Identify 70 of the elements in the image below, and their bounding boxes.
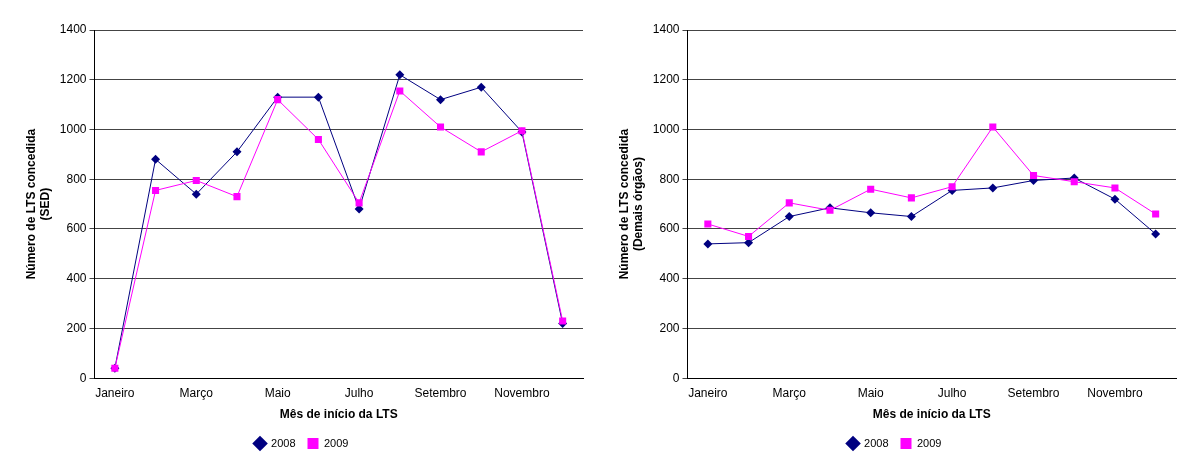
x-tick-label: Maio: [857, 385, 885, 400]
point: [745, 232, 753, 240]
x-axis-title: Mês de início da LTS: [872, 407, 991, 422]
y-tick-label: 1000: [652, 121, 680, 136]
y-tick-label: 1200: [59, 72, 87, 87]
point: [1029, 171, 1038, 180]
point: [785, 199, 793, 207]
point: [704, 220, 712, 228]
point: [703, 239, 713, 249]
point: [989, 123, 997, 131]
point: [867, 185, 875, 193]
y-tick-label: 400: [66, 271, 87, 286]
point: [784, 212, 794, 222]
y-tick-label: 1200: [652, 72, 680, 87]
y-tick-label: 800: [66, 171, 87, 186]
point: [232, 147, 242, 157]
x-tick-label: Julho: [937, 385, 967, 400]
x-tick-label: Novembro: [494, 385, 550, 400]
point: [948, 183, 956, 191]
y-tick-label: 1400: [652, 22, 680, 37]
legend-label: 2008: [271, 436, 296, 449]
y-tick-label: 600: [659, 221, 680, 236]
x-tick-label: Janeiro: [688, 385, 728, 400]
point: [477, 148, 485, 156]
point: [313, 92, 323, 102]
y-axis-title: Número de LTS concedida (Demais órgãos): [616, 128, 645, 280]
point: [988, 183, 998, 193]
point: [355, 199, 363, 207]
x-tick-label: Janeiro: [95, 385, 135, 400]
point: [192, 176, 200, 185]
point: [274, 96, 282, 104]
x-tick-label: Setembro: [414, 385, 467, 400]
x-tick-label: Maio: [264, 385, 292, 400]
x-tick-label: Setembro: [1007, 385, 1060, 400]
x-tick-label: Julho: [344, 385, 374, 400]
point: [1110, 194, 1120, 204]
y-tick-label: 0: [79, 370, 87, 385]
point: [152, 186, 160, 194]
point: [233, 193, 241, 201]
point: [476, 82, 486, 92]
point: [314, 135, 322, 143]
x-tick-label: Novembro: [1087, 385, 1143, 400]
y-tick-label: 800: [659, 171, 680, 186]
legend-label: 2009: [917, 436, 942, 449]
legend-label: 2008: [864, 436, 889, 449]
point: [436, 123, 445, 131]
y-tick-label: 200: [659, 320, 680, 335]
point: [436, 95, 446, 105]
y-tick-label: 400: [659, 271, 680, 286]
y-tick-label: 200: [66, 320, 87, 335]
point: [151, 154, 161, 164]
point: [1151, 229, 1161, 239]
y-tick-label: 1000: [59, 121, 87, 136]
point: [866, 208, 876, 218]
point: [395, 70, 405, 80]
y-tick-label: 0: [672, 370, 680, 385]
point: [1111, 184, 1119, 192]
point: [906, 212, 916, 222]
y-tick-label: 1400: [59, 22, 87, 37]
y-axis-title: Número de LTS concedida (SED): [23, 128, 52, 280]
point: [396, 87, 404, 95]
x-tick-label: Março: [772, 385, 807, 400]
point: [907, 194, 915, 202]
legend-label: 2009: [324, 436, 349, 449]
point: [1152, 210, 1160, 218]
y-tick-label: 600: [66, 221, 87, 236]
x-axis-title: Mês de início da LTS: [279, 407, 398, 422]
point: [1070, 178, 1078, 186]
point: [191, 189, 201, 199]
x-tick-label: Março: [179, 385, 214, 400]
